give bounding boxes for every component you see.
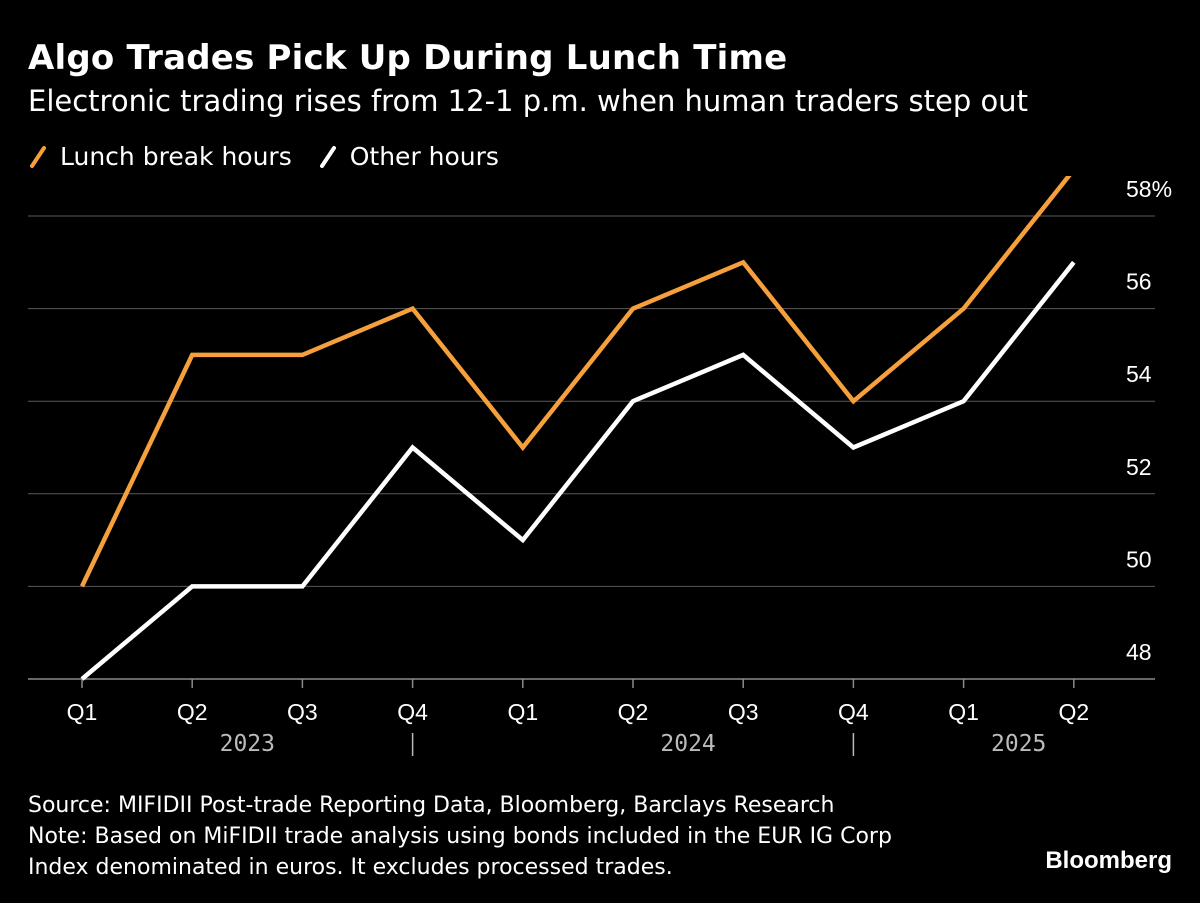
y-tick-label: 56 — [1126, 269, 1152, 295]
legend-item-lunch: Lunch break hours — [30, 142, 292, 171]
series-line-other-hours — [80, 260, 1076, 681]
x-tick-label: Q3 — [287, 699, 318, 725]
legend-swatch-other — [319, 145, 336, 168]
x-tick-label: Q4 — [397, 699, 428, 725]
note-line-1: Note: Based on MiFIDII trade analysis us… — [28, 824, 892, 849]
x-tick-label: Q1 — [67, 699, 98, 725]
y-tick-label: 52 — [1126, 454, 1152, 480]
y-tick-label: 58% — [1126, 176, 1172, 202]
source-note: Source: MIFIDII Post-trade Reporting Dat… — [28, 793, 835, 818]
x-tick-label: Q2 — [1058, 699, 1089, 725]
x-tick-label: Q1 — [948, 699, 979, 725]
year-label: 2023 — [220, 731, 275, 757]
chart-title: Algo Trades Pick Up During Lunch Time — [28, 38, 788, 78]
note-line-2: Index denominated in euros. It excludes … — [28, 855, 673, 880]
brand-logo: Bloomberg — [1045, 847, 1172, 874]
y-tick-label: 48 — [1126, 639, 1152, 665]
y-tick-label: 54 — [1126, 361, 1152, 387]
x-tick-label: Q2 — [618, 699, 649, 725]
legend-item-other: Other hours — [319, 142, 499, 171]
legend-label-other: Other hours — [349, 142, 499, 171]
legend-swatch-lunch — [30, 145, 46, 168]
chart-subtitle: Electronic trading rises from 12-1 p.m. … — [28, 84, 1028, 118]
footer: Source: MIFIDII Post-trade Reporting Dat… — [28, 790, 892, 883]
x-tick-label: Q2 — [177, 699, 208, 725]
series-line-lunch-break — [79, 176, 1072, 588]
x-tick-label: Q4 — [838, 699, 869, 725]
x-tick-label: Q3 — [728, 699, 759, 725]
year-label: 2025 — [991, 731, 1046, 757]
x-tick-label: Q1 — [507, 699, 538, 725]
legend-label-lunch: Lunch break hours — [60, 142, 292, 171]
year-label: 2024 — [660, 731, 715, 757]
legend: Lunch break hours Other hours — [30, 142, 527, 171]
y-tick-label: 50 — [1126, 546, 1152, 572]
